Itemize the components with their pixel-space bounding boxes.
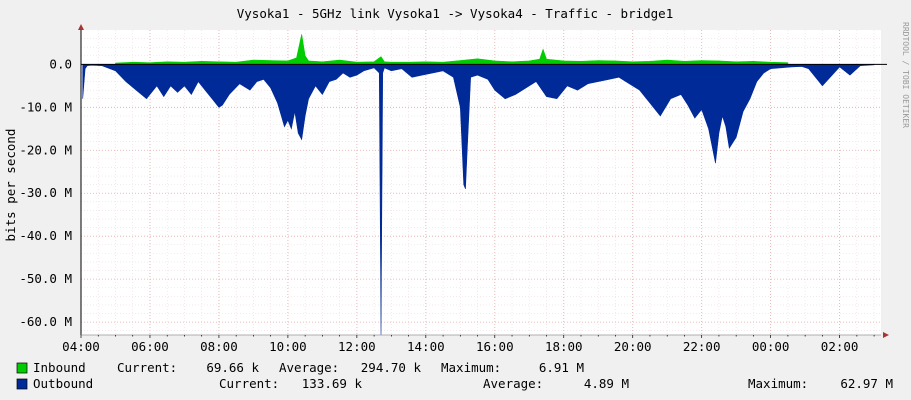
y-tick-label: -10.0 M	[19, 99, 72, 114]
legend-outbound-maximum-label: Maximum:	[748, 376, 808, 391]
legend-outbound-average: 4.89 M	[584, 376, 629, 391]
y-tick-labels: 0.0 -10.0 M -20.0 M -30.0 M -40.0 M -50.0 M -6…	[19, 56, 72, 329]
legend-outbound-average-label: Average:	[483, 376, 543, 391]
x-tick-label: 02:00	[821, 339, 859, 354]
legend-outbound-maximum: 62.97 M	[840, 376, 893, 391]
x-tick-label: 12:00	[338, 339, 376, 354]
y-tick-label: 0.0	[49, 56, 72, 71]
x-tick-label: 10:00	[269, 339, 307, 354]
legend-outbound-name: Outbound	[33, 376, 93, 391]
y-axis-arrow	[78, 24, 84, 30]
x-tick-label: 14:00	[407, 339, 445, 354]
rrdtool-watermark: RRDTOOL / TOBI OETIKER	[901, 22, 910, 128]
y-axis-label: bits per second	[3, 129, 18, 242]
legend-inbound-maximum: 6.91 M	[539, 360, 584, 375]
x-tick-label: 08:00	[200, 339, 238, 354]
legend-outbound-current-label: Current:	[219, 376, 279, 391]
y-tick-label: -20.0 M	[19, 142, 72, 157]
y-tick-label: -60.0 M	[19, 314, 72, 329]
legend-inbound-current-label: Current:	[117, 360, 177, 375]
x-tick-label: 20:00	[614, 339, 652, 354]
legend-swatch-outbound	[16, 378, 28, 390]
x-axis-arrow	[883, 332, 889, 338]
y-tick-label: -40.0 M	[19, 228, 72, 243]
x-tick-label: 06:00	[131, 339, 169, 354]
chart-title: Vysoka1 - 5GHz link Vysoka1 -> Vysoka4 -…	[237, 6, 674, 21]
legend-outbound-current: 133.69 k	[302, 376, 363, 391]
x-tick-label: 22:00	[683, 339, 721, 354]
legend-inbound-name: Inbound	[33, 360, 86, 375]
legend-inbound-average: 294.70 k	[361, 360, 422, 375]
legend-inbound-average-label: Average:	[279, 360, 339, 375]
series-area-outbound	[82, 64, 875, 336]
x-tick-label: 04:00	[62, 339, 100, 354]
x-tick-label: 00:00	[752, 339, 790, 354]
series-area-inbound	[115, 34, 789, 65]
axes	[78, 24, 889, 338]
x-tick-label: 16:00	[476, 339, 514, 354]
x-tick-label: 18:00	[545, 339, 583, 354]
x-tick-labels: 04:00 06:00 08:00 10:00 12:00 14:00 16:00 18:00…	[62, 339, 858, 354]
legend-inbound-current: 69.66 k	[206, 360, 259, 375]
y-tick-label: -50.0 M	[19, 271, 72, 286]
legend-swatch-inbound	[16, 362, 28, 374]
legend-inbound-maximum-label: Maximum:	[441, 360, 501, 375]
y-tick-label: -30.0 M	[19, 185, 72, 200]
series-areas	[82, 34, 875, 336]
